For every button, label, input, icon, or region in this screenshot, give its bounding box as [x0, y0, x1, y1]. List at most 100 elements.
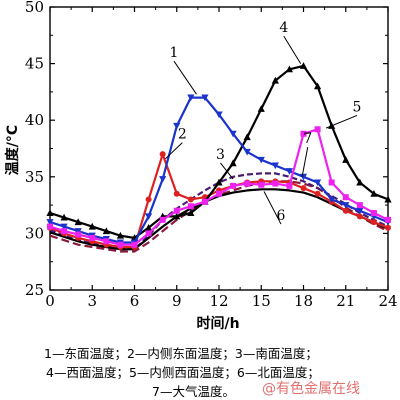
curve-label-leader-2 [165, 142, 183, 160]
series-5-point [117, 241, 124, 248]
series-5-point [159, 216, 166, 223]
series-1-point [285, 168, 294, 175]
series-5-point [187, 203, 194, 210]
series-1-point [342, 202, 350, 209]
y-axis-title: 温度/°C [4, 125, 21, 175]
curve-label-leader-3 [220, 162, 234, 180]
series-1-point [229, 130, 237, 138]
series-4-point [173, 212, 181, 220]
series-line-1 [49, 96, 389, 244]
series-4-point [46, 209, 54, 217]
series-1-point [356, 207, 364, 215]
series-1-point [60, 223, 68, 231]
series-4-point [243, 133, 251, 141]
series-1-point [243, 148, 251, 156]
series-5-point [201, 198, 208, 205]
series-4-point [370, 189, 378, 197]
series-1-point [173, 122, 181, 130]
series-4-point [116, 231, 125, 239]
series-5-point [131, 241, 138, 248]
y-tick-label: 50 [25, 0, 44, 16]
series-2-point [159, 151, 166, 158]
series-5-point [286, 182, 293, 189]
series-5-point [258, 181, 265, 188]
series-1-point [159, 176, 167, 183]
series-5-point [61, 228, 68, 235]
series-5-point [370, 210, 377, 217]
series-1-point [328, 196, 336, 204]
series-4-point [229, 159, 237, 167]
series-5-point [272, 180, 279, 187]
series-4-point [342, 156, 350, 163]
series-2-point [342, 207, 349, 214]
legend-caption-line-2: 4—西面温度；5—内侧西面温度；6—北面温度； [46, 365, 320, 380]
x-axis-title: 时间/h [196, 315, 239, 332]
series-1-point [74, 228, 82, 235]
series-1-point [215, 111, 223, 119]
curve-label-6: 6 [277, 208, 286, 224]
series-4-point [313, 82, 322, 90]
series-2-point [356, 213, 363, 220]
curve-label-3: 3 [216, 147, 225, 163]
series-1 [46, 94, 392, 247]
series-5-point [173, 207, 180, 214]
series-4-point [299, 62, 308, 69]
series-2 [47, 151, 391, 250]
series-4-point [144, 223, 153, 231]
legend-caption-line-1: 1—东面温度；2—内侧东面温度；3—南面温度； [44, 346, 318, 361]
series-4-point [257, 105, 265, 112]
series-1-point [46, 219, 54, 226]
series-5-point [356, 202, 363, 209]
series-layer [46, 62, 392, 253]
series-4-point [384, 195, 392, 203]
series-2-point [385, 224, 391, 231]
series-4-point [215, 178, 223, 186]
series-5-point [145, 230, 152, 237]
x-tick-label: 21 [336, 292, 355, 310]
series-4-point [285, 65, 294, 73]
series-2-point [314, 190, 321, 197]
series-5 [47, 126, 391, 248]
series-5-point [244, 180, 251, 187]
watermark: @有色金属在线 [262, 381, 360, 397]
series-4-point [187, 209, 195, 217]
curve-label-leader-5 [325, 114, 358, 129]
legend-caption-line-3: 7—大气温度。 [152, 384, 235, 399]
series-5-point [216, 190, 222, 197]
series-2-point [145, 196, 152, 203]
series-5-point [328, 179, 335, 186]
curve-label-1: 1 [169, 45, 178, 61]
curve-label-leader-6 [263, 191, 282, 225]
series-4-point [74, 218, 82, 226]
series-1-point [313, 179, 322, 187]
series-5-point [230, 182, 237, 189]
y-tick-label: 40 [25, 111, 44, 129]
series-5-point [47, 223, 53, 230]
curve-label-5: 5 [353, 99, 362, 115]
series-4-point [271, 76, 279, 84]
series-4-point [60, 213, 68, 221]
series-2-point [370, 219, 377, 226]
x-tick-label: 12 [209, 292, 228, 310]
x-tick-label: 3 [87, 292, 97, 310]
y-tick-label: 45 [25, 55, 44, 73]
series-5-point [342, 194, 349, 201]
y-tick-label: 35 [25, 168, 44, 186]
series-4-point [88, 222, 96, 230]
series-1-point [144, 213, 153, 221]
series-5-point [103, 238, 110, 245]
x-tick-label: 0 [45, 292, 55, 310]
series-1-point [271, 162, 279, 170]
curve-label-4: 4 [279, 20, 288, 36]
x-tick-label: 18 [294, 292, 313, 310]
x-tick-label: 6 [130, 292, 140, 310]
series-4-point [102, 227, 110, 235]
y-tick-label: 25 [25, 281, 44, 299]
curve-label-leader-1 [173, 60, 197, 95]
curve-label-leader-4 [283, 35, 302, 64]
series-5-point [75, 231, 82, 238]
x-tick-label: 15 [252, 292, 271, 310]
series-5-point [300, 130, 307, 137]
